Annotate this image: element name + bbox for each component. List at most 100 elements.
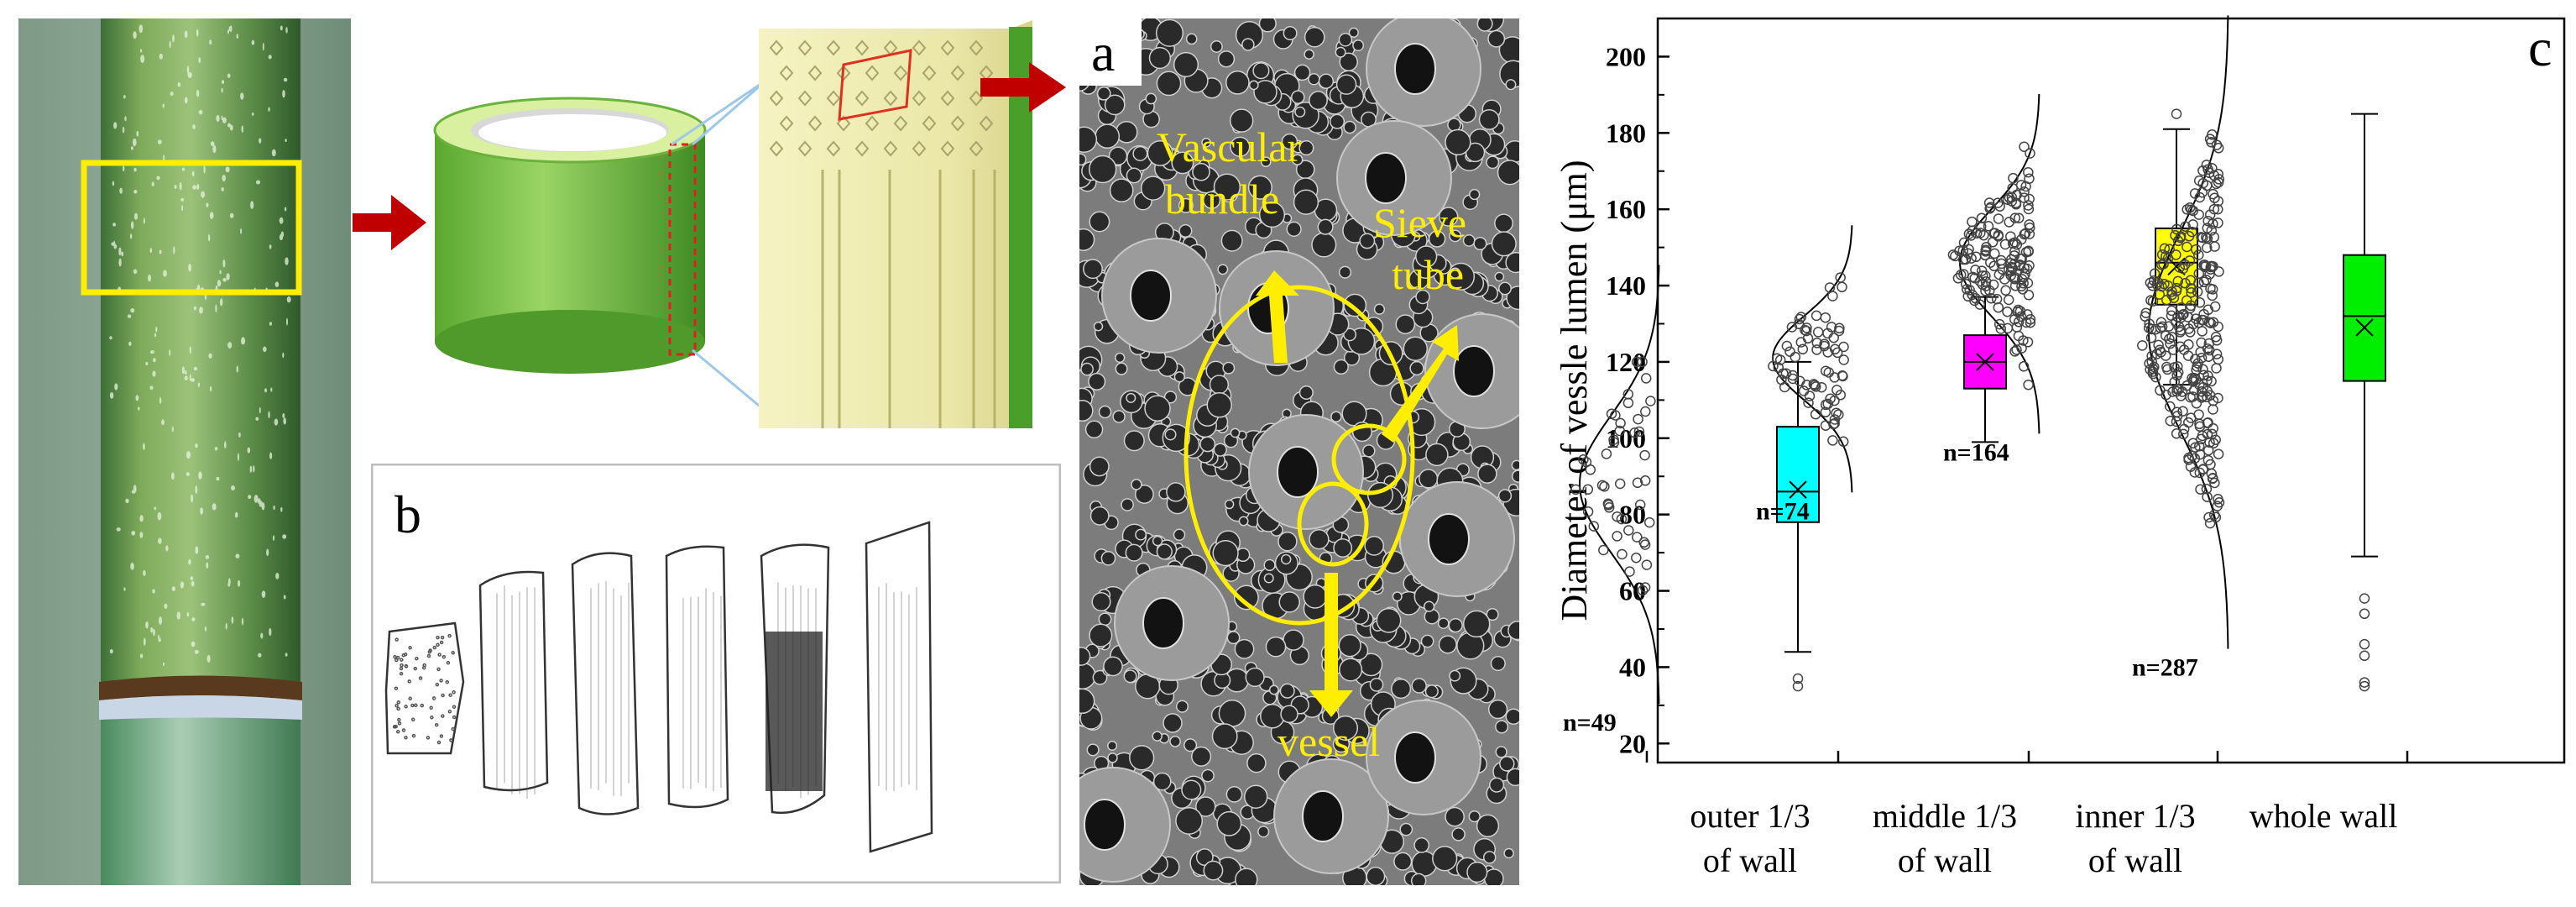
distribution-curve: [1958, 93, 2040, 434]
data-point: [2206, 468, 2218, 480]
data-point: [1985, 202, 1996, 213]
data-point: [2191, 364, 2202, 375]
distribution-curve: [1578, 265, 1660, 705]
outlier-point: [1792, 680, 1804, 692]
data-point: [2023, 246, 2034, 257]
data-point: [2194, 421, 2206, 433]
data-point: [2181, 295, 2192, 306]
x-category-label: whole wall: [2249, 797, 2398, 835]
outlier-point: [2359, 650, 2370, 662]
data-point: [2147, 280, 2158, 291]
n-count-label: n=164: [1943, 438, 2009, 466]
data-point: [1582, 506, 1594, 517]
data-point: [1614, 478, 1626, 490]
n-count-label: n=49: [1563, 709, 1617, 737]
data-point: [1837, 281, 1847, 293]
data-point: [1999, 239, 2011, 250]
y-tick-label: 140: [1606, 270, 1646, 301]
data-point: [1602, 498, 1614, 510]
data-point: [2175, 231, 2187, 242]
data-point: [2023, 379, 2034, 391]
data-point: [2193, 249, 2204, 260]
vascular-bundle-outline: [1183, 285, 1415, 626]
data-point: [1827, 291, 1838, 301]
outlier-point: [2171, 108, 2182, 119]
vessel-diameter-chart: c Diameter of vessle lumen (μm) 20406080…: [1554, 15, 2566, 879]
data-point: [1786, 322, 1798, 333]
data-point: [2179, 259, 2191, 270]
data-point: [2211, 139, 2223, 150]
data-point: [2190, 354, 2201, 364]
data-point: [2011, 239, 2023, 250]
data-point: [2203, 511, 2214, 523]
data-point: [2178, 423, 2190, 435]
data-point: [1784, 346, 1795, 357]
outlier-point: [2359, 593, 2370, 604]
data-point: [1776, 374, 1787, 385]
data-point: [2166, 305, 2177, 317]
outlier-point: [2359, 638, 2370, 650]
data-point: [1970, 293, 1982, 304]
data-point: [2178, 308, 2189, 320]
data-point: [1980, 286, 1991, 296]
cell-vessel-2: [571, 552, 640, 815]
data-point: [2176, 302, 2187, 313]
data-point: [2154, 344, 2166, 355]
x-category-label: middle 1/3: [1873, 797, 2017, 835]
data-point: [1622, 397, 1634, 409]
data-point: [2153, 339, 2164, 351]
data-point: [2165, 401, 2176, 412]
data-point: [2011, 344, 2022, 355]
data-point: [2213, 174, 2225, 185]
data-point: [1993, 269, 2005, 280]
data-point: [2013, 212, 2025, 223]
data-point: [1793, 318, 1805, 330]
data-point: [2202, 343, 2213, 354]
data-point: [2207, 284, 2218, 295]
data-point: [1960, 278, 1972, 290]
cell-vessel-4: [760, 543, 830, 814]
cell-vessel-5: [865, 521, 933, 853]
data-point: [2202, 233, 2213, 244]
arrow-section-to-sem: [980, 62, 1066, 113]
data-point: [2018, 361, 2030, 372]
data-point: [2150, 371, 2161, 383]
x-category-label: outer 1/3: [1690, 797, 1810, 835]
data-point: [1831, 407, 1842, 418]
data-point: [2190, 442, 2201, 454]
panel-b-graphic: b: [370, 463, 1062, 884]
data-point: [1837, 436, 1849, 448]
data-point: [1617, 548, 1628, 560]
data-point: [2156, 321, 2168, 333]
data-point: [2155, 385, 2166, 396]
panel-b-cells: b: [370, 463, 1062, 884]
data-point: [1612, 531, 1622, 542]
data-point: [2015, 253, 2026, 265]
data-point: [2172, 275, 2184, 287]
data-point: [1633, 413, 1643, 425]
mean-marker: [1976, 353, 1994, 371]
arrow-vessel: [1309, 573, 1353, 717]
data-point: [1643, 516, 1655, 528]
sieve-tube-outline: [1331, 423, 1407, 495]
data-point: [2000, 285, 2011, 296]
data-point: [2176, 386, 2188, 397]
data-point: [1795, 337, 1807, 348]
data-point: [1810, 409, 1821, 420]
data-point: [1632, 477, 1643, 489]
mean-marker: [2355, 318, 2374, 337]
data-point: [1794, 313, 1805, 325]
data-point: [2162, 364, 2173, 375]
cell-vessel-1: [478, 570, 549, 792]
data-point: [1622, 389, 1634, 400]
schematic-graphic: [299, 20, 1066, 428]
data-point: [2159, 243, 2171, 254]
data-point: [1962, 291, 1973, 302]
bamboo-photo: [18, 18, 351, 885]
cell-vessel-3: [665, 545, 729, 809]
panel-label-a: a: [1091, 23, 1115, 82]
y-tick-label: 180: [1606, 118, 1646, 148]
data-point: [1632, 532, 1643, 543]
panel-label-c: c: [2528, 18, 2552, 77]
data-point: [1596, 480, 1608, 491]
